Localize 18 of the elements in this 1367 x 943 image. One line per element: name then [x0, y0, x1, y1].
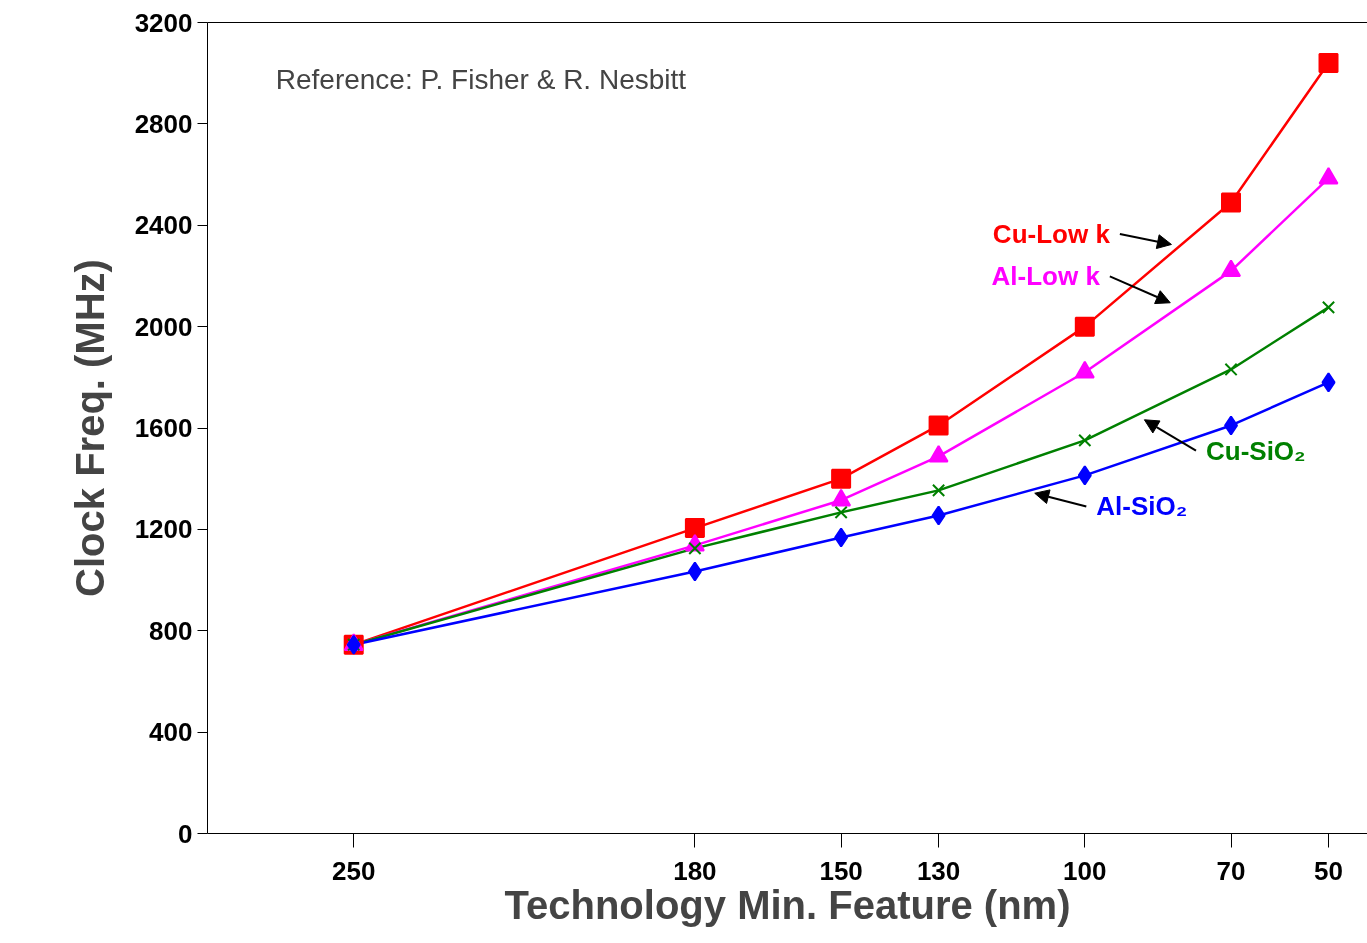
series-label: Cu-SiO₂ — [1205, 435, 1306, 466]
y-tick-label: 3200 — [134, 7, 193, 38]
y-tick-label: 1200 — [134, 514, 193, 545]
y-axis-title: Clock Freq. (MHz) — [67, 259, 112, 597]
text: Al-Low k — [991, 261, 1101, 292]
series-label: Cu-Low k — [992, 218, 1111, 249]
y-tick-label: 0 — [178, 818, 193, 849]
x-tick-label: 50 — [1314, 855, 1343, 886]
y-tick-label: 800 — [149, 615, 193, 646]
annotation: Reference: P. Fisher & R. Nesbitt — [275, 63, 687, 95]
x-tick-label: 250 — [332, 855, 376, 886]
y-tick-label: 2400 — [134, 210, 193, 241]
y-tick-label: 2000 — [134, 311, 193, 342]
series-label: Al-SiO₂ — [1096, 491, 1188, 522]
y-tick-label: 400 — [149, 717, 193, 748]
y-tick-label: 2800 — [134, 108, 193, 139]
x-tick-label: 70 — [1216, 855, 1246, 886]
y-tick-label: 1600 — [134, 413, 193, 443]
